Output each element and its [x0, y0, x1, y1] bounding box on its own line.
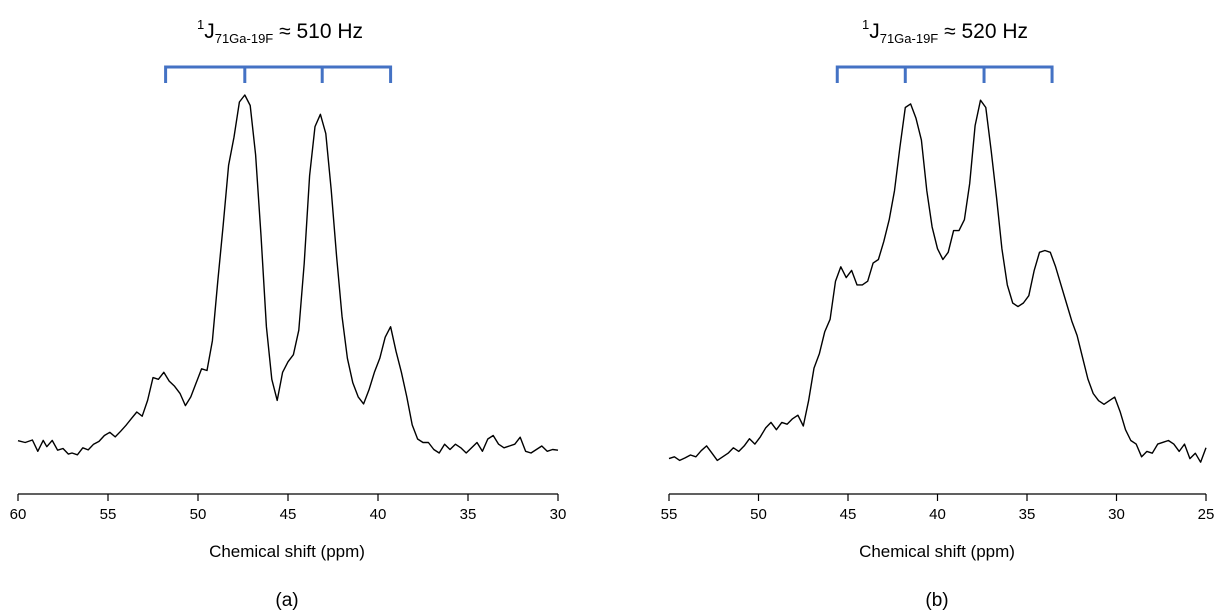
- x-tick-label: 50: [190, 506, 207, 523]
- x-tick-label: 40: [370, 506, 387, 523]
- panel-a-spectrum: 1J71Ga-19F ≈ 510 Hz 60 55 50 45 40 35 30 Chemi…: [10, 17, 567, 611]
- x-tick-label: 45: [840, 506, 857, 523]
- panel-b-x-axis-title: Chemical shift (ppm): [859, 542, 1015, 561]
- x-tick-label: 35: [460, 506, 477, 523]
- x-tick-label: 55: [661, 506, 678, 523]
- panel-a-spectrum-trace: [17, 94, 559, 456]
- x-tick-label: 50: [750, 506, 767, 523]
- panel-a-label: (a): [275, 590, 298, 611]
- panel-a-x-ticks: 60 55 50 45 40 35 30: [10, 494, 567, 523]
- panel-b-x-ticks: 55 50 45 40 35 30 25: [661, 494, 1215, 523]
- x-tick-label: 60: [10, 506, 27, 523]
- panel-b-coupling-annotation: 1J71Ga-19F ≈ 520 Hz: [862, 17, 1028, 46]
- x-tick-label: 40: [929, 506, 946, 523]
- x-tick-label: 30: [550, 506, 567, 523]
- x-tick-label: 55: [100, 506, 117, 523]
- panel-b-multiplet-bracket: [835, 65, 1054, 83]
- panel-b-spectrum-trace: [668, 99, 1207, 463]
- panel-b-label: (b): [925, 590, 948, 611]
- panel-b-spectrum: 1J71Ga-19F ≈ 520 Hz 55 50 45 40 35 30 25 Chemi…: [661, 17, 1215, 611]
- panel-a-coupling-annotation: 1J71Ga-19F ≈ 510 Hz: [197, 17, 363, 46]
- x-tick-label: 45: [280, 506, 297, 523]
- x-tick-label: 30: [1108, 506, 1125, 523]
- x-tick-label: 25: [1198, 506, 1215, 523]
- x-tick-label: 35: [1019, 506, 1036, 523]
- panel-a-multiplet-bracket: [164, 65, 393, 83]
- panel-a-x-axis-title: Chemical shift (ppm): [209, 542, 365, 561]
